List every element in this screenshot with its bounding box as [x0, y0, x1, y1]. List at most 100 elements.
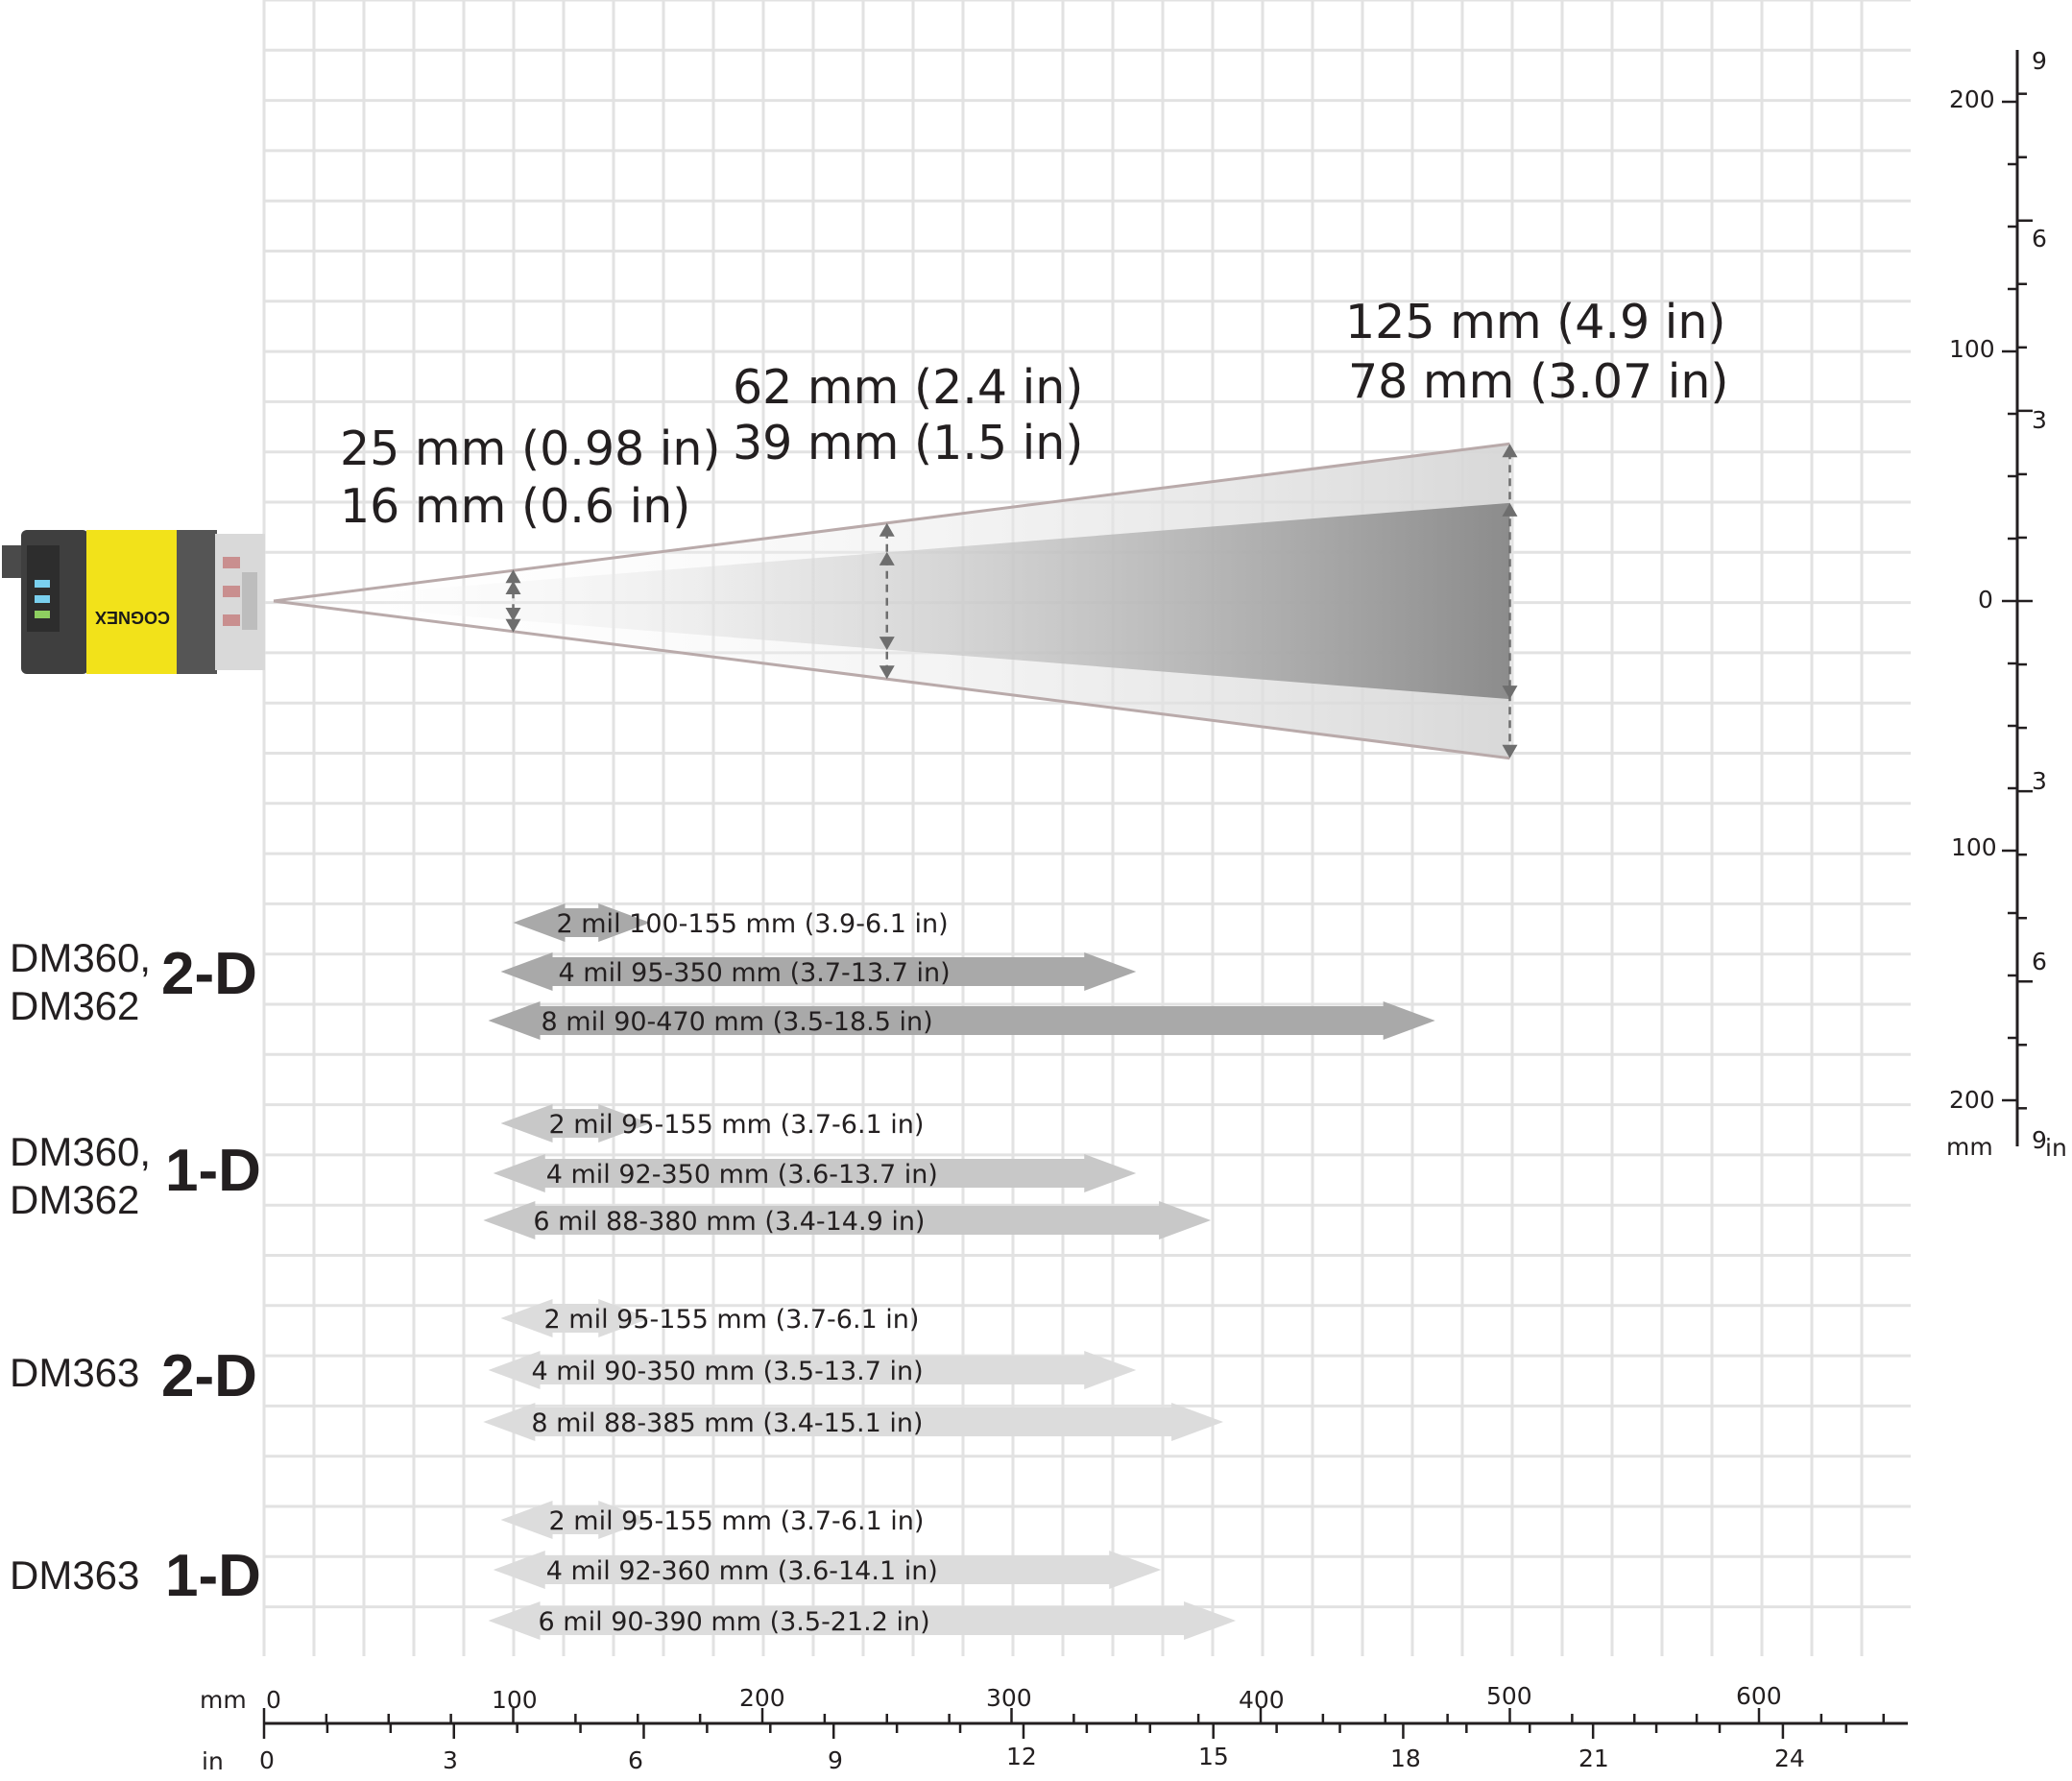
range-arrow	[500, 1501, 651, 1539]
range-arrow	[488, 1001, 1435, 1040]
fov-dimension-arrowhead	[1502, 502, 1518, 517]
bottom-axis-in-tick: 0	[259, 1746, 275, 1774]
bottom-axis-ticks	[262, 1708, 1885, 1739]
barcode-reader-device: COGNEX	[2, 530, 265, 674]
group-model-name: DM362	[10, 1177, 139, 1222]
bottom-axis-in-tick: 12	[1006, 1743, 1037, 1770]
bottom-axis-in-tick: 18	[1390, 1745, 1421, 1772]
right-axis-in-tick: 3	[2032, 767, 2047, 795]
range-label: 4 mil 92-350 mm (3.6-13.7 in)	[546, 1160, 938, 1190]
group-model-name: DM360,	[10, 935, 151, 980]
fov-dimension-arrowhead	[879, 665, 895, 680]
range-arrow	[488, 1601, 1237, 1640]
group-model-name: DM363	[10, 1350, 139, 1395]
range-label: 6 mil 88-380 mm (3.4-14.9 in)	[533, 1207, 925, 1237]
bottom-axis-mm-tick: 0	[266, 1686, 281, 1714]
right-axis-mm-tick: 200	[1949, 85, 1995, 113]
group-labels: DM360, DM362 2-D DM360, DM362 1-D DM363 …	[10, 935, 261, 1609]
fov-dimension-markers	[505, 444, 1518, 758]
bottom-axis-mm-tick: 400	[1239, 1686, 1285, 1714]
right-axis-in-unit: in	[2045, 1134, 2067, 1162]
reading-ranges: 2 mil 100-155 mm (3.9-6.1 in) 4 mil 95-35…	[483, 903, 1435, 1640]
range-label: 8 mil 90-470 mm (3.5-18.5 in)	[542, 1007, 933, 1037]
fov-edge-top	[273, 442, 1510, 603]
fov-dimension-arrowhead	[1502, 444, 1518, 458]
fov-dimension-arrowhead	[505, 618, 521, 633]
fov-dimension-arrowhead	[879, 551, 895, 566]
fov-dimension-arrowhead	[505, 607, 521, 621]
range-arrow	[488, 1351, 1137, 1389]
fov-dimension-arrowhead	[1502, 744, 1518, 758]
range-label: 8 mil 88-385 mm (3.4-15.1 in)	[531, 1408, 923, 1438]
bottom-axis-mm-tick: 600	[1736, 1682, 1782, 1710]
fov-dimension-arrowhead	[879, 522, 895, 537]
right-axis-in-tick: 6	[2032, 225, 2047, 253]
fov-label-inner: 16 mm (0.6 in)	[340, 479, 690, 534]
group-code-type: 1-D	[165, 1138, 261, 1204]
group-code-type: 2-D	[161, 1343, 257, 1409]
right-axis-mm-tick: 0	[1978, 586, 1993, 614]
device-illuminator	[223, 586, 240, 597]
bottom-axis-mm-tick: 100	[492, 1686, 538, 1714]
field-of-view-cone	[273, 442, 1518, 760]
fov-labels: 25 mm (0.98 in) 16 mm (0.6 in) 62 mm (2.…	[340, 295, 1729, 534]
group-code-type: 2-D	[161, 941, 257, 1007]
bottom-axis-in-tick: 21	[1578, 1745, 1609, 1772]
group-model-name: DM363	[10, 1552, 139, 1598]
range-label: 4 mil 92-360 mm (3.6-14.1 in)	[546, 1556, 938, 1586]
fov-label-outer: 62 mm (2.4 in)	[733, 360, 1083, 415]
fov-dimension-arrowhead	[879, 637, 895, 651]
right-axis-in-tick: 6	[2032, 948, 2047, 975]
bottom-axis-in-tick: 6	[628, 1746, 643, 1774]
range-label: 4 mil 90-350 mm (3.5-13.7 in)	[532, 1357, 924, 1386]
right-axis-in-tick: 9	[2032, 1126, 2047, 1154]
device-front-window	[215, 534, 265, 670]
range-arrow	[500, 1104, 651, 1143]
fov-label-outer: 25 mm (0.98 in)	[340, 421, 721, 476]
range-label: 6 mil 90-390 mm (3.5-21.2 in)	[539, 1607, 930, 1637]
range-arrow	[513, 903, 651, 942]
fov-dimension-arrowhead	[505, 581, 521, 595]
device-lens-housing	[177, 530, 217, 674]
bottom-axis-mm-unit: mm	[200, 1686, 247, 1714]
device-illuminator	[223, 557, 240, 568]
fov-label-outer: 125 mm (4.9 in)	[1345, 295, 1726, 349]
device-illuminator	[223, 614, 240, 626]
device-led-panel	[27, 545, 60, 632]
right-axis-mm-tick: 100	[1951, 833, 1997, 861]
right-axis-in-tick: 9	[2032, 47, 2047, 75]
right-axis-ticks	[2002, 92, 2033, 1110]
bottom-axis-mm-tick: 500	[1486, 1682, 1532, 1710]
range-arrow	[493, 1551, 1162, 1589]
group-model-name: DM362	[10, 983, 139, 1028]
fov-dimension-arrowhead	[505, 569, 521, 584]
range-arrow	[500, 952, 1137, 991]
device-led	[35, 611, 50, 618]
bottom-axis-in-unit: in	[202, 1747, 224, 1775]
device-brand-mark: COGNEX	[95, 608, 170, 627]
right-axis-mm-tick: 200	[1949, 1086, 1995, 1114]
fov-label-inner: 78 mm (3.07 in)	[1348, 354, 1729, 409]
bottom-axis-in-tick: 15	[1198, 1743, 1229, 1770]
bottom-axis: mm in 0 100 200 300 400 500 600 0 3 6 9 …	[200, 1682, 1908, 1775]
range-arrow	[483, 1403, 1224, 1441]
device-lens	[242, 572, 257, 630]
right-axis-mm-unit: mm	[1946, 1133, 1993, 1161]
right-axis-mm-tick: 100	[1949, 335, 1995, 363]
fov-edge-bottom	[273, 599, 1510, 760]
range-label: 2 mil 100-155 mm (3.9-6.1 in)	[557, 909, 949, 939]
bottom-axis-in-tick: 3	[443, 1746, 458, 1774]
fov-inner-cone	[274, 502, 1510, 700]
device-led	[35, 580, 50, 588]
right-axis: 200 100 0 100 200 mm 9 6 3 3 6 9 in	[1946, 47, 2067, 1162]
device-led	[35, 595, 50, 603]
right-axis-in-tick: 3	[2032, 406, 2047, 434]
fov-dimension-arrowhead	[1502, 686, 1518, 700]
range-arrow	[493, 1154, 1137, 1192]
bottom-axis-mm-tick: 200	[739, 1684, 785, 1712]
range-arrow	[500, 1299, 651, 1337]
bottom-axis-mm-tick: 300	[986, 1684, 1032, 1712]
group-model-name: DM360,	[10, 1129, 151, 1174]
bottom-axis-in-tick: 24	[1774, 1745, 1805, 1772]
